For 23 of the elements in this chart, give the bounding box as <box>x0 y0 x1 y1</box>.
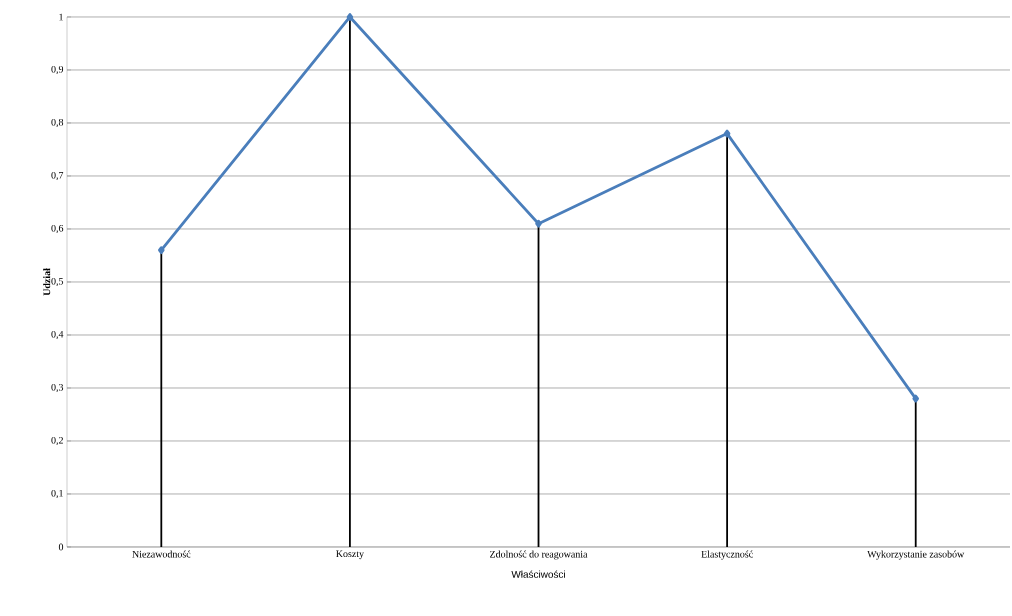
y-tick-label: 1 <box>59 13 63 21</box>
y-tick-label: 0,9 <box>51 65 64 75</box>
y-tick-label: 0,6 <box>51 224 64 234</box>
point <box>535 219 542 228</box>
x-tick-label: Niezawodność <box>132 550 191 558</box>
point <box>346 13 354 21</box>
y-tick-label: 0 <box>58 543 64 551</box>
y-tick-label: 0,4 <box>51 330 64 340</box>
point <box>723 129 731 138</box>
point <box>158 246 165 255</box>
x-tick-label: Zdolność do reagowania <box>490 550 588 560</box>
point <box>912 394 919 403</box>
x-tick-label: Elastyczność <box>701 550 753 560</box>
x-tick-label: Wykorzystanie zasobów <box>867 550 965 560</box>
y-tick-label: 0,7 <box>51 171 64 181</box>
y-tick-label: 0,5 <box>51 277 64 287</box>
y-tick-label: 0,2 <box>51 436 63 446</box>
y-axis-title: Udział <box>43 268 51 296</box>
y-tick-label: 0,3 <box>51 383 64 393</box>
y-tick-label: 0,1 <box>51 489 63 499</box>
y-tick-label: 0,8 <box>51 118 64 128</box>
x-axis-title: Właściwości <box>511 570 565 578</box>
x-tick-label: Koszty <box>336 550 364 560</box>
